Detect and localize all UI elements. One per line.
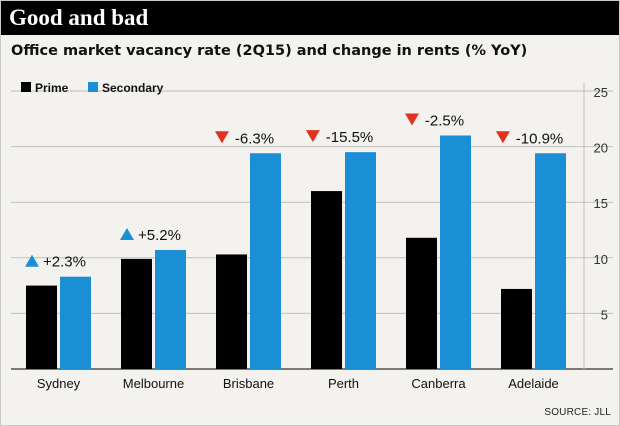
bar-prime-canberra: [406, 237, 437, 369]
x-tick-label: Sydney: [37, 376, 81, 391]
legend-label-prime: Prime: [35, 81, 69, 95]
y-tick-label: 10: [594, 252, 608, 267]
rent-change-label: -15.5%: [326, 129, 374, 146]
rent-change-label: +5.2%: [138, 227, 181, 244]
bar-secondary-canberra: [440, 135, 471, 369]
rent-change-label: -6.3%: [235, 130, 274, 147]
bar-secondary-brisbane: [250, 153, 281, 369]
y-tick-label: 15: [594, 196, 608, 211]
down-triangle-icon: [215, 131, 229, 144]
bar-prime-brisbane: [216, 254, 247, 369]
legend-swatch-secondary: [88, 82, 98, 92]
bar-secondary-perth: [345, 152, 376, 369]
bar-prime-sydney: [26, 285, 57, 369]
bar-secondary-sydney: [60, 276, 91, 369]
chart-subtitle: Office market vacancy rate (2Q15) and ch…: [11, 43, 528, 59]
chart-title: Good and bad: [9, 5, 149, 30]
y-tick-label: 25: [594, 85, 608, 100]
y-tick-label: 20: [594, 141, 608, 156]
x-tick-label: Adelaide: [508, 376, 559, 391]
x-tick-label: Canberra: [411, 376, 466, 391]
legend-label-secondary: Secondary: [102, 81, 164, 95]
bar-secondary-melbourne: [155, 250, 186, 369]
bar-secondary-adelaide: [535, 153, 566, 369]
down-triangle-icon: [305, 130, 320, 143]
down-triangle-icon: [405, 113, 419, 126]
bar-prime-adelaide: [501, 288, 532, 369]
x-tick-label: Brisbane: [223, 376, 274, 391]
bar-prime-melbourne: [121, 258, 152, 369]
up-triangle-icon: [25, 254, 39, 267]
x-tick-label: Melbourne: [123, 376, 184, 391]
legend-swatch-prime: [21, 82, 31, 92]
y-tick-label: 5: [601, 307, 608, 322]
title-banner: Good and bad: [1, 1, 619, 35]
up-triangle-icon: [120, 228, 134, 241]
x-tick-label: Perth: [328, 376, 359, 391]
bar-prime-perth: [311, 191, 342, 369]
rent-change-label: -10.9%: [516, 130, 564, 147]
rent-change-label: +2.3%: [43, 254, 86, 271]
source-note: SOURCE: JLL: [544, 407, 611, 418]
rent-change-label: -2.5%: [425, 112, 464, 129]
down-triangle-icon: [495, 131, 510, 144]
